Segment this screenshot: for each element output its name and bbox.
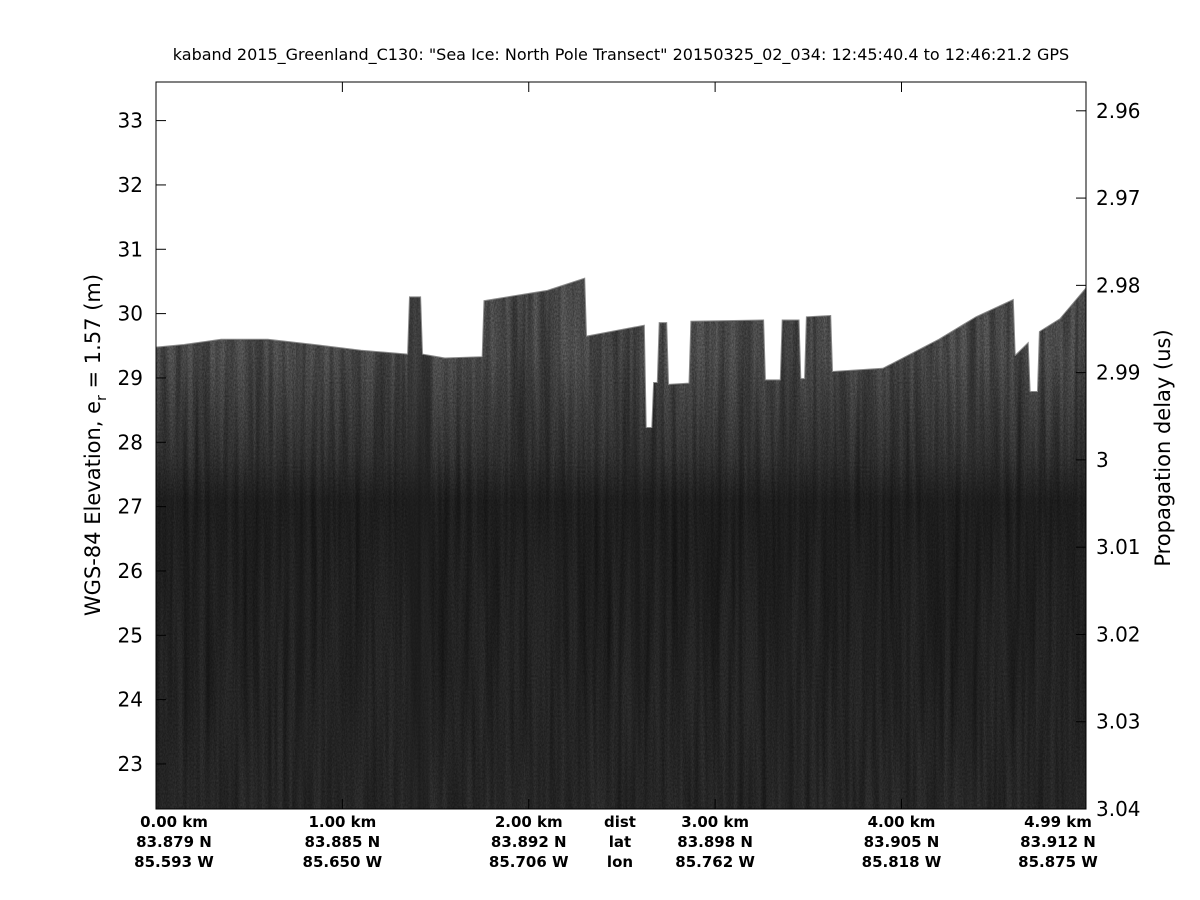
left-y-axis-label-tail: = 1.57 (m) [81,274,105,395]
surface-boundary [156,277,1086,428]
x-tick-label-dist: 4.99 km [1024,813,1092,831]
right-y-axis: 2.96 2.97 2.98 2.99 3 3.01 3.02 3.03 3.04 [1076,99,1141,821]
right-y-tick-label: 3 [1096,448,1109,472]
x-row-label-dist: dist [604,813,636,831]
right-y-tick-label: 3.04 [1096,797,1141,821]
left-y-axis: 23 24 25 26 27 28 29 30 31 32 33 [118,109,166,776]
x-tick-label-lon: 85.762 W [675,853,755,871]
x-tick-label-dist: 3.00 km [681,813,749,831]
echo-speckle [156,278,1086,809]
x-tick-label-lat: 83.898 N [677,833,753,851]
x-tick-label-lon: 85.818 W [862,853,942,871]
echo-dark-column [631,278,639,809]
left-y-tick-label: 28 [118,430,143,454]
left-y-tick-label: 25 [118,623,143,647]
right-y-tick-label: 2.99 [1096,361,1141,385]
right-y-tick-label: 3.01 [1096,535,1141,559]
x-tick-label-lat: 83.879 N [136,833,212,851]
x-tick-label-lon: 85.650 W [303,853,383,871]
left-y-tick-label: 30 [118,302,143,326]
right-y-tick-label: 2.98 [1096,273,1141,297]
echo-dark-columns [295,278,977,809]
left-y-tick-label: 33 [118,109,143,133]
right-y-tick-label: 3.02 [1096,622,1141,646]
left-y-axis-label-main: WGS-84 Elevation, e [81,401,105,616]
x-tick-label-lat: 83.905 N [864,833,940,851]
plot-area [156,82,1086,809]
chart-title: kaband 2015_Greenland_C130: "Sea Ice: No… [173,45,1069,65]
x-tick-label-lat: 83.912 N [1020,833,1096,851]
left-y-tick-label: 24 [118,688,143,712]
left-y-tick-label: 31 [118,237,143,261]
top-x-ticks [155,82,1087,809]
x-tick-label-lon: 85.706 W [489,853,569,871]
x-tick-label-lon: 85.593 W [134,853,214,871]
x-tick-label-lat: 83.892 N [491,833,567,851]
echogram-image [156,278,1086,809]
left-y-tick-label: 29 [118,366,143,390]
left-y-tick-label: 27 [118,495,143,519]
x-axis-labels: dist lat lon 0.00 km 83.879 N 85.593 W 1.00… [134,813,1098,871]
x-tick-label-dist: 1.00 km [308,813,376,831]
left-y-tick-label: 23 [118,752,143,776]
x-tick-label-lat: 83.885 N [305,833,381,851]
x-tick-label-lon: 85.875 W [1018,853,1098,871]
left-y-tick-label: 26 [118,559,143,583]
echo-dark-column [407,278,430,809]
x-tick-label-dist: 4.00 km [868,813,936,831]
right-y-axis-label: Propagation delay (us) [1151,329,1175,566]
right-y-tick-label: 2.97 [1096,186,1141,210]
x-row-label-lon: lon [607,853,633,871]
x-tick-label-dist: 2.00 km [495,813,563,831]
left-y-axis-label: WGS-84 Elevation, er = 1.57 (m) [81,274,110,616]
left-y-tick-label: 32 [118,173,143,197]
x-row-label-lat: lat [609,833,631,851]
right-y-tick-label: 2.96 [1096,99,1141,123]
right-y-tick-label: 3.03 [1096,710,1141,734]
echo-dark-column [295,278,306,809]
echo-dark-column [780,278,792,809]
echo-dark-column [966,278,977,809]
plot-axes-box [155,81,1087,810]
x-tick-label-dist: 0.00 km [140,813,208,831]
left-y-axis-label-subscript: r [94,395,110,401]
